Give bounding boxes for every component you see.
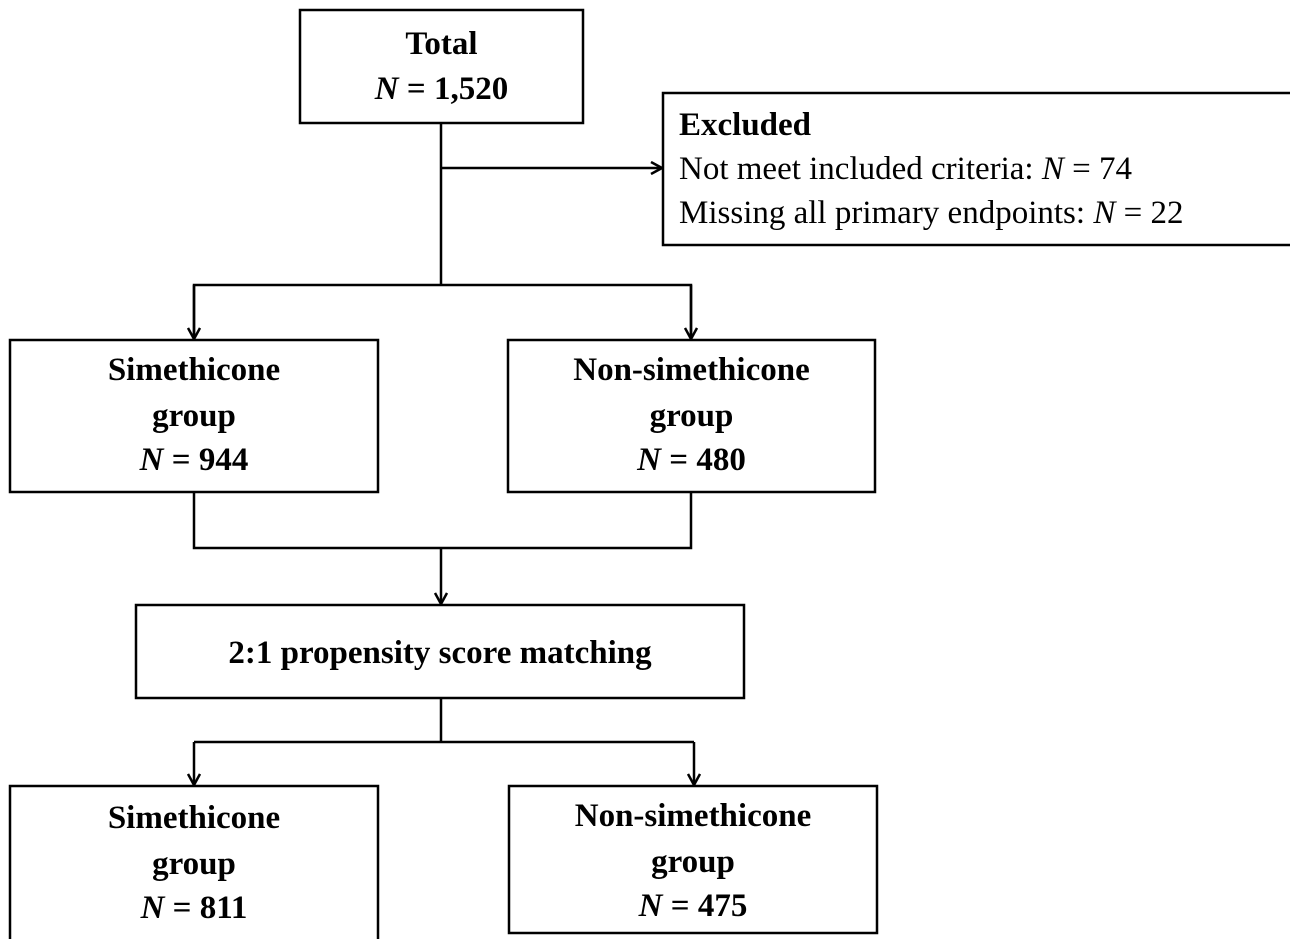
node-line: N = 480 <box>636 442 746 478</box>
node-box <box>8 338 380 494</box>
text-segment: Non-simethicone <box>573 352 809 388</box>
node-line: 2:1 propensity score matching <box>228 635 652 671</box>
text-segment: = 480 <box>661 442 746 478</box>
node-box <box>134 603 746 700</box>
node-box <box>298 8 585 125</box>
text-segment: N <box>1041 151 1066 187</box>
node-line: Missing all primary endpoints: N = 22 <box>679 195 1183 231</box>
connectors <box>194 123 694 785</box>
text-segment: group <box>152 846 236 882</box>
text-segment: Excluded <box>679 107 811 143</box>
node-line: Non-simethicone <box>575 798 811 834</box>
node: 2:1 propensity score matching <box>134 603 746 700</box>
text-segment: Total <box>405 26 477 62</box>
node-line: group <box>152 846 236 882</box>
text-segment: N <box>638 888 664 924</box>
text-segment: 2:1 propensity score matching <box>228 635 652 671</box>
node-box <box>506 338 877 494</box>
text-segment: = 475 <box>663 888 748 924</box>
text-segment: N <box>636 442 662 478</box>
node-box <box>661 91 1290 247</box>
node-line: Non-simethicone <box>573 352 809 388</box>
text-segment: = 1,520 <box>399 71 509 107</box>
node-line: N = 944 <box>139 442 249 478</box>
node-line: group <box>650 398 734 434</box>
node-line: group <box>152 398 236 434</box>
node-box <box>8 784 380 939</box>
text-segment: Missing all primary endpoints: <box>679 195 1093 231</box>
text-segment: = 22 <box>1115 195 1183 231</box>
text-segment: N <box>139 442 165 478</box>
node: Excluded Not meet included criteria: N = … <box>661 91 1290 247</box>
node-line: N = 811 <box>140 890 248 926</box>
node-line: Not meet included criteria: N = 74 <box>679 151 1132 187</box>
text-segment: Non-simethicone <box>575 798 811 834</box>
text-segment: = 944 <box>164 442 249 478</box>
node: Simethicone group N = 944 <box>8 338 380 494</box>
node-line: Simethicone <box>108 800 280 836</box>
node-line: Excluded <box>679 107 811 143</box>
node-box <box>507 784 879 935</box>
text-segment: Not meet included criteria: <box>679 151 1042 187</box>
text-segment: = 811 <box>164 890 247 926</box>
text-segment: Simethicone <box>108 352 280 388</box>
text-segment: group <box>650 398 734 434</box>
node-line: N = 475 <box>638 888 748 924</box>
text-segment: Simethicone <box>108 800 280 836</box>
node: Non-simethicone group N = 480 <box>506 338 877 494</box>
node: Non-simethicone group N = 475 <box>507 784 879 935</box>
node-line: Simethicone <box>108 352 280 388</box>
text-segment: = 74 <box>1064 151 1132 187</box>
node-line: N = 1,520 <box>374 71 508 107</box>
node: Simethicone group N = 811 <box>8 784 380 939</box>
text-segment: N <box>1092 195 1117 231</box>
node-line: Total <box>405 26 477 62</box>
text-segment: N <box>140 890 166 926</box>
text-segment: group <box>152 398 236 434</box>
text-segment: N <box>374 71 400 107</box>
text-segment: group <box>651 844 735 880</box>
connector <box>194 698 694 744</box>
connector <box>192 283 693 339</box>
connector <box>192 492 693 550</box>
node-line: group <box>651 844 735 880</box>
